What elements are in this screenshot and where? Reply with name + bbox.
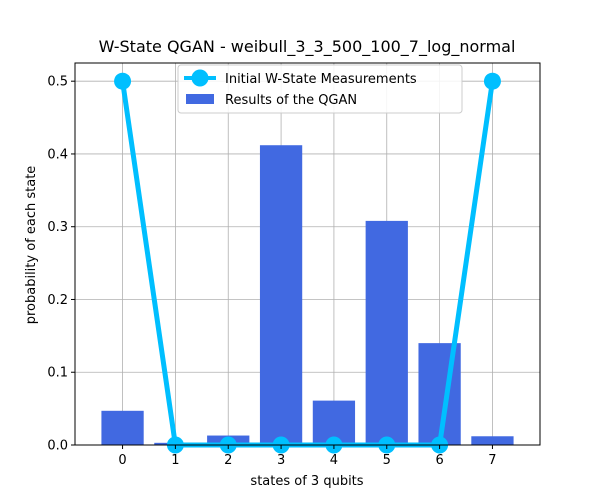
x-tick-label: 5 (383, 453, 391, 468)
chart-title: W-State QGAN - weibull_3_3_500_100_7_log… (99, 37, 516, 57)
plot-frame (74, 62, 541, 446)
x-tick-label: 6 (435, 453, 443, 468)
y-tick-label: 0.0 (47, 439, 68, 454)
x-tick-label: 1 (171, 453, 179, 468)
y-tick-label: 0.5 (47, 75, 68, 90)
legend-label-initial-w-state: Initial W-State Measurements (225, 72, 417, 87)
legend: Initial W-State Measurements Results of … (177, 64, 463, 114)
w-state-point-7 (483, 72, 501, 90)
legend-box (177, 64, 463, 114)
bar-state-7 (471, 436, 514, 445)
bar-layer (101, 145, 514, 445)
x-tick-layer: 0 1 2 3 4 5 6 7 (118, 445, 497, 468)
bar-state-0 (101, 410, 144, 445)
x-tick-label: 2 (224, 453, 232, 468)
x-tick-label: 3 (277, 453, 285, 468)
legend-bar-swatch (186, 94, 214, 104)
y-tick-label: 0.2 (47, 293, 68, 308)
legend-line-marker (191, 69, 209, 87)
x-tick-label: 7 (488, 453, 496, 468)
w-state-point-0 (114, 72, 132, 90)
y-tick-label: 0.4 (47, 147, 68, 162)
y-axis-label: probability of each state (24, 166, 39, 325)
bar-state-3 (259, 145, 303, 445)
y-tick-label: 0.1 (47, 366, 68, 381)
x-tick-label: 4 (330, 453, 338, 468)
legend-label-qgan-results: Results of the QGAN (225, 93, 357, 108)
x-tick-label: 0 (118, 453, 126, 468)
bar-state-5 (365, 220, 408, 445)
x-axis-label: states of 3 qubits (250, 474, 363, 489)
y-tick-label: 0.3 (47, 220, 68, 235)
y-tick-layer: 0.0 0.1 0.2 0.3 0.4 0.5 (47, 75, 75, 454)
